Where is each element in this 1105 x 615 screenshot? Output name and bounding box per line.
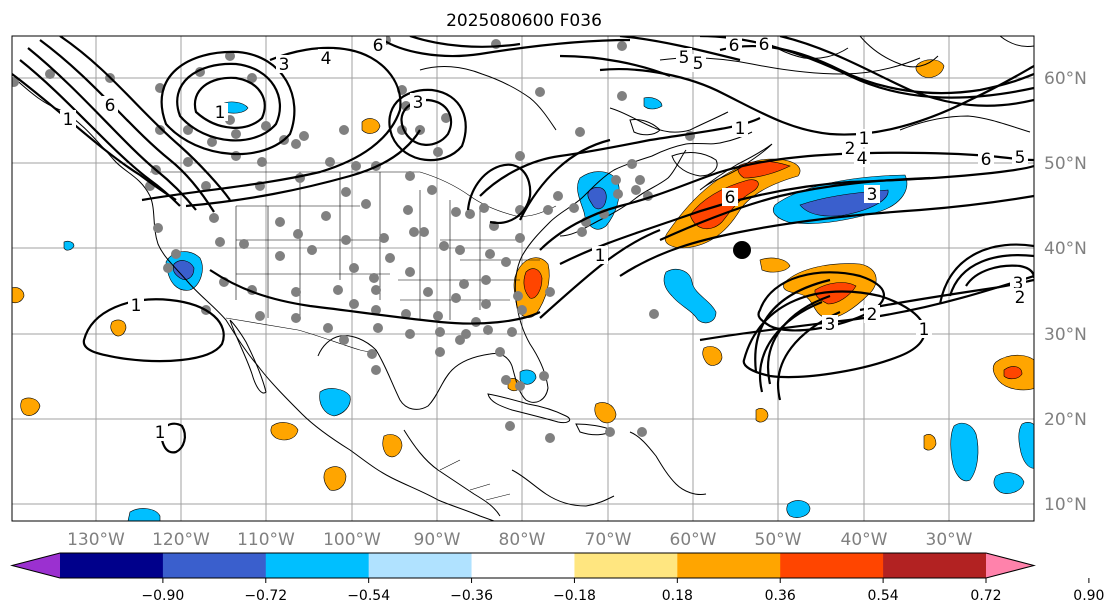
colorbar-tick-label: −0.36 [450, 588, 493, 604]
colorbar-tick-label: 0.72 [970, 588, 1001, 604]
colorbar-tick-label: 0.18 [662, 588, 693, 604]
colorbar-tick-label: −0.72 [244, 588, 287, 604]
contour-label: 5 [1015, 148, 1026, 168]
contour-label: 1 [131, 296, 142, 316]
contour-label: 6 [373, 36, 384, 56]
contour-labels: 6 3 4 6 5 6 5 6 1 3 1 1 2 4 [60, 35, 1028, 443]
colorbar-extend-high [986, 553, 1034, 578]
lat-label: 20°N [1044, 410, 1087, 430]
lat-label: 10°N [1044, 495, 1087, 515]
map-title: 2025080600 F036 [446, 11, 602, 31]
contour-label: 6 [759, 35, 770, 55]
colorbar-tick-label: 0.90 [1073, 588, 1104, 604]
colorbar-tick-label: −0.54 [347, 588, 390, 604]
contour-label: 3 [867, 185, 878, 205]
colorbar-tick-label: −0.18 [553, 588, 596, 604]
lon-label: 40°W [841, 530, 888, 550]
contour-label: 1 [155, 423, 166, 443]
contour-label: 1 [595, 246, 606, 266]
contour-label: 4 [857, 149, 868, 169]
lon-label: 50°W [755, 530, 802, 550]
map-frame [11, 35, 1035, 522]
contour-label: 1 [859, 129, 870, 149]
lon-label: 90°W [414, 530, 461, 550]
colorbar-swatch [883, 553, 987, 578]
colorbar-outline [10, 552, 1036, 579]
contour-label: 1 [63, 110, 74, 130]
contour-label: 2 [1015, 288, 1026, 308]
contour-label: 6 [729, 36, 740, 56]
contour-label: 1 [215, 103, 226, 123]
colorbar-tick-label: −0.90 [141, 588, 184, 604]
contour-label: 3 [1013, 274, 1024, 294]
contour-label: 1 [919, 320, 930, 340]
colorbar-tick-label: 0.36 [765, 588, 796, 604]
contour-lines [12, 36, 1034, 454]
lat-label: 60°N [1044, 69, 1087, 89]
colorbar-swatch [574, 553, 678, 578]
contour-label: 3 [825, 315, 836, 335]
low-center-marker [733, 241, 751, 259]
colorbar-swatch [368, 553, 473, 578]
lon-label: 70°W [585, 530, 632, 550]
contour-label: 6 [105, 96, 116, 116]
colorbar-swatch [265, 553, 370, 578]
colorbar-tick-label: 0.54 [868, 588, 899, 604]
colorbar-swatch [162, 553, 267, 578]
colorbar-swatch [60, 553, 164, 578]
longitude-labels: 130°W 120°W 110°W 100°W 90°W 80°W 70°W 6… [67, 530, 973, 550]
lon-label: 120°W [152, 530, 210, 550]
lon-label: 110°W [237, 530, 295, 550]
latitude-labels: 60°N 50°N 40°N 30°N 20°N 10°N [1044, 69, 1087, 515]
contour-label: 2 [867, 305, 878, 325]
contour-label: 1 [735, 119, 746, 139]
lon-label: 100°W [323, 530, 381, 550]
contour-label: 5 [679, 48, 690, 68]
colorbar: −0.90 −0.72 −0.54 −0.36 −0.18 0.18 0.36 0.54 0.7… [10, 552, 1104, 604]
colorbar-swatch [471, 553, 575, 578]
contour-label: 3 [279, 55, 290, 75]
contour-label: 5 [693, 54, 704, 74]
lon-label: 80°W [499, 530, 546, 550]
lat-label: 50°N [1044, 154, 1087, 174]
contour-label: 6 [725, 188, 736, 208]
lon-label: 130°W [67, 530, 125, 550]
lat-label: 40°N [1044, 239, 1087, 259]
colorbar-swatch [677, 553, 781, 578]
contour-label: 3 [413, 93, 424, 113]
lon-label: 30°W [926, 530, 973, 550]
contour-label: 4 [321, 49, 332, 69]
colorbar-swatch [780, 553, 884, 578]
colorbar-extend-low [12, 553, 60, 578]
lon-label: 60°W [670, 530, 717, 550]
contour-label: 6 [981, 150, 992, 170]
contour-label: 2 [845, 139, 856, 159]
lat-label: 30°N [1044, 325, 1087, 345]
